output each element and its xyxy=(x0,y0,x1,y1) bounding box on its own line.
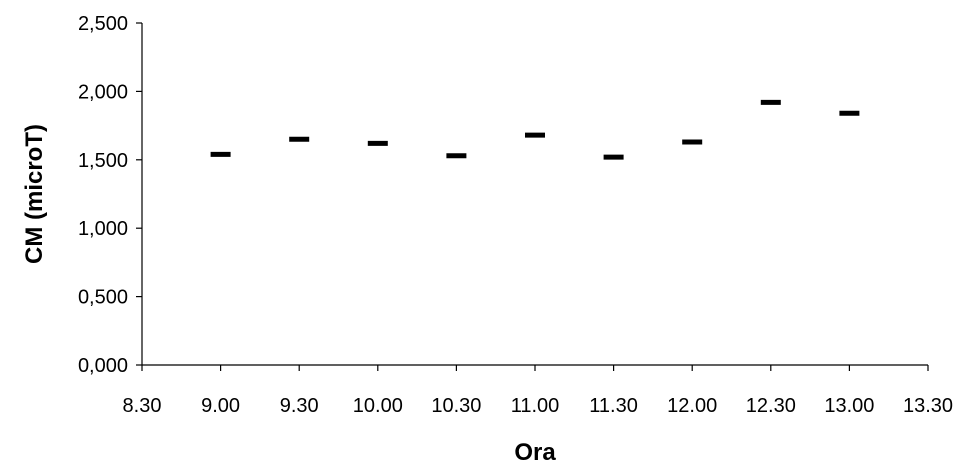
x-tick-label: 10.30 xyxy=(431,395,481,417)
data-points xyxy=(210,99,860,160)
x-tick-label: 13.30 xyxy=(903,395,953,417)
x-tick-label: 9.30 xyxy=(280,395,319,417)
x-axis-ticks: 8.30 9.00 9.30 10.00 10.30 11.00 11.30 12.00 12.… xyxy=(123,365,953,417)
y-tick-label: 1,000 xyxy=(78,218,128,240)
x-axis-title: Ora xyxy=(514,439,556,466)
y-tick-label: 0,500 xyxy=(78,287,128,309)
y-tick-label: 0,000 xyxy=(78,355,128,377)
x-tick-label: 12.30 xyxy=(746,395,796,417)
y-tick-label: 2,000 xyxy=(78,81,128,103)
y-tick-label: 2,500 xyxy=(78,13,128,35)
y-axis-ticks: 0,000 0,500 1,000 1,500 2,000 2,500 xyxy=(78,13,142,377)
x-tick-label: 10.00 xyxy=(353,395,403,417)
y-axis-title: CM (microT) xyxy=(21,124,48,264)
x-tick-label: 11.00 xyxy=(511,395,560,417)
y-tick-label: 1,500 xyxy=(78,150,128,172)
x-tick-label: 12.00 xyxy=(667,395,717,417)
x-tick-label: 8.30 xyxy=(123,395,162,417)
plot-area: 0,000 0,500 1,000 1,500 2,000 2,500 8.30 9.00 9… xyxy=(78,13,953,417)
x-tick-label: 9.00 xyxy=(201,395,240,417)
x-tick-label: 13.00 xyxy=(824,395,874,417)
x-tick-label: 11.30 xyxy=(589,395,638,417)
